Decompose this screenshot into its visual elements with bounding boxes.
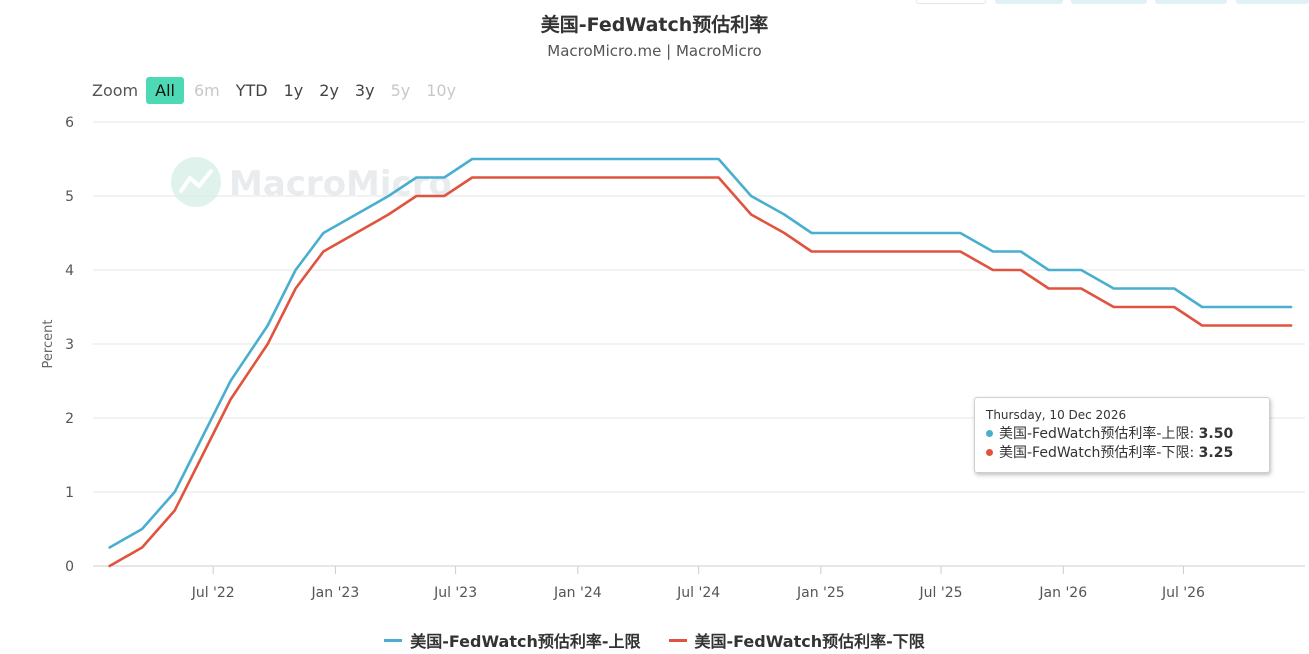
zoom-button-3y[interactable]: 3y [354, 81, 375, 100]
zoom-button-1y[interactable]: 1y [283, 81, 304, 100]
legend-item-lower[interactable]: 美国-FedWatch预估利率-下限 [668, 628, 925, 652]
tooltip-value-lower: 3.25 [1198, 445, 1234, 461]
chart-tooltip: Thursday, 10 Dec 2026 美国-FedWatch预估利率-上限… [974, 397, 1270, 473]
tooltip-dot-upper [986, 429, 993, 437]
legend-item-upper[interactable]: 美国-FedWatch预估利率-上限 [384, 628, 641, 652]
legend-label-upper: 美国-FedWatch预估利率-上限 [410, 632, 641, 651]
chart-subtitle: MacroMicro.me | MacroMicro [547, 42, 762, 60]
watermark-text: MacroMicro [229, 164, 452, 204]
series-line-lower [108, 176, 1293, 568]
zoom-button-6m[interactable]: 6m [193, 81, 220, 100]
x-tick-label: Jan '24 [553, 585, 602, 601]
tooltip-row-lower: 美国-FedWatch预估利率-下限: 3.25 [986, 444, 1259, 463]
zoom-button-ytd[interactable]: YTD [235, 81, 268, 100]
toolbar-stub-button[interactable] [995, 0, 1063, 4]
x-tick-label: Jul '23 [433, 585, 477, 601]
y-tick-label: 4 [65, 263, 74, 279]
tooltip-dot-lower [986, 448, 993, 456]
y-tick-label: 0 [65, 559, 74, 575]
chart-title: 美国-FedWatch预估利率 [540, 14, 769, 36]
zoom-button-all[interactable]: All [146, 77, 184, 104]
y-tick-label: 1 [65, 485, 74, 501]
y-tick-label: 5 [65, 189, 74, 205]
toolbar-stub-button[interactable] [916, 0, 986, 4]
x-tick-label: Jan '25 [796, 585, 845, 601]
zoom-label: Zoom [92, 81, 139, 100]
top-toolbar-stubs [0, 0, 1309, 6]
zoom-button-10y[interactable]: 10y [426, 81, 457, 100]
x-tick-label: Jan '26 [1038, 585, 1087, 601]
x-tick-label: Jan '23 [311, 585, 360, 601]
watermark-logo-mark [179, 169, 213, 193]
y-axis-title: Percent [41, 320, 56, 369]
x-tick-label: Jul '22 [191, 585, 235, 601]
toolbar-stub-button[interactable] [1236, 0, 1309, 4]
tooltip-label-lower: 美国-FedWatch预估利率-下限: [999, 445, 1199, 461]
y-tick-label: 6 [65, 115, 74, 131]
zoom-button-2y[interactable]: 2y [319, 81, 339, 100]
x-tick-label: Jul '26 [1161, 585, 1205, 601]
x-tick-label: Jul '25 [919, 585, 963, 601]
tooltip-label-upper: 美国-FedWatch预估利率-上限: [999, 426, 1199, 442]
chart-legend: 美国-FedWatch预估利率-上限 美国-FedWatch预估利率-下限 [0, 628, 1309, 652]
tooltip-row-upper: 美国-FedWatch预估利率-上限: 3.50 [986, 425, 1259, 444]
toolbar-stub-button[interactable] [1155, 0, 1227, 4]
zoom-button-5y[interactable]: 5y [390, 81, 411, 100]
y-tick-label: 3 [65, 337, 74, 353]
legend-swatch-upper [384, 638, 403, 642]
x-tick-label: Jul '24 [676, 585, 720, 601]
tooltip-date: Thursday, 10 Dec 2026 [986, 408, 1127, 422]
legend-label-lower: 美国-FedWatch预估利率-下限 [694, 632, 925, 651]
legend-swatch-lower [668, 638, 687, 642]
toolbar-stub-button[interactable] [1071, 0, 1147, 4]
series-line-upper [108, 157, 1293, 549]
tooltip-value-upper: 3.50 [1198, 426, 1234, 442]
zoom-bar: Zoom All 6m YTD 1y 2y 3y 5y 10y [92, 77, 466, 104]
y-tick-label: 2 [65, 411, 74, 427]
